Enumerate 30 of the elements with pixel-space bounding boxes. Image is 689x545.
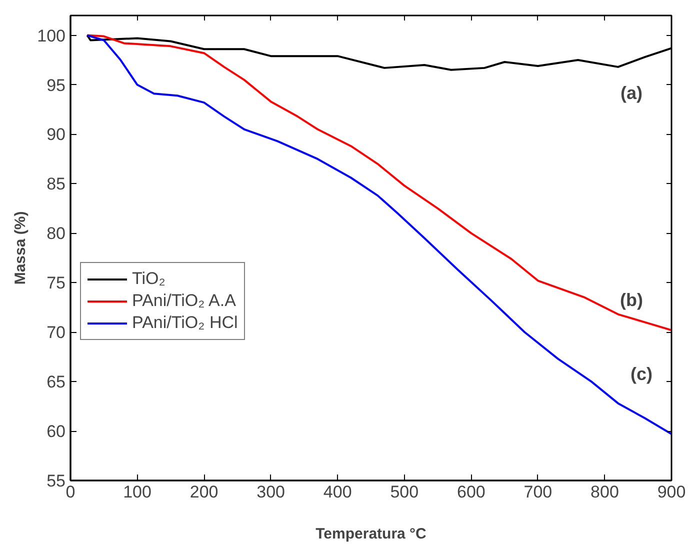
annotation: (a) [620,83,643,104]
y-tick-label: 75 [46,274,66,293]
y-tick-label: 70 [46,323,66,342]
line-series [86,34,672,435]
x-tick-label: 900 [657,482,686,502]
x-tick-label: 800 [590,482,619,502]
y-tick-label: 60 [46,422,66,442]
y-tick-label: 55 [46,472,66,490]
y-tick-label: 95 [46,76,66,95]
legend-label: PAni/TiO₂ HCl [132,313,238,333]
annotation: (b) [620,290,643,310]
x-tick-label: 100 [123,482,152,502]
legend-label: TiO₂ [132,269,166,289]
legend-label: PAni/TiO₂ A.A [132,291,236,311]
y-tick-label: 65 [46,372,66,392]
line-series [86,34,672,332]
x-tick-label: 600 [456,482,486,502]
y-tick-label: 90 [46,125,66,144]
x-tick-label: 500 [390,482,419,502]
x-tick-label: 300 [256,482,286,502]
x-tick-label: 400 [323,482,352,502]
x-tick-label: 200 [190,482,218,502]
y-axis-title: Massa (%) [12,211,30,285]
y-tick-label: 80 [46,224,66,244]
y-tick-label: 100 [37,26,66,46]
annotation: (c) [630,364,653,384]
x-tick-label: 700 [524,482,552,502]
x-axis-title: Temperatura °C [316,526,427,542]
y-tick-label: 85 [46,174,66,194]
x-tick-label: 0 [66,482,76,502]
